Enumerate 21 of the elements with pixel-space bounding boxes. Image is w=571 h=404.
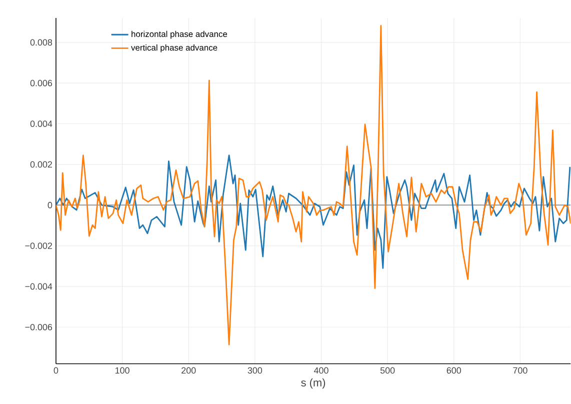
x-axis-title: s (m) [301, 378, 326, 389]
y-tick-label: 0 [48, 202, 52, 208]
y-tick-label: −0.002 [25, 242, 52, 250]
x-tick-label: 300 [248, 367, 262, 374]
x-tick-label: 0 [54, 367, 58, 374]
legend-label: horizontal phase advance [132, 30, 228, 39]
x-tick-label: 200 [182, 367, 196, 374]
line-series [56, 25, 571, 346]
x-tick-label: 400 [314, 367, 328, 374]
y-tick-label: 0.004 [30, 120, 52, 128]
x-tick-label: 500 [380, 367, 395, 374]
x-tick-label: 100 [116, 367, 130, 374]
x-tick-label: 600 [446, 367, 462, 374]
x-tick-label: 700 [513, 367, 528, 374]
y-tick-label: 0.002 [30, 161, 52, 168]
line-series [56, 154, 571, 269]
legend-label: vertical phase advance [131, 44, 218, 52]
y-tick-label: −0.006 [25, 324, 52, 330]
y-tick-label: −0.004 [25, 283, 52, 290]
y-tick-label: 0.008 [30, 39, 52, 46]
y-tick-label: 0.006 [30, 80, 52, 86]
